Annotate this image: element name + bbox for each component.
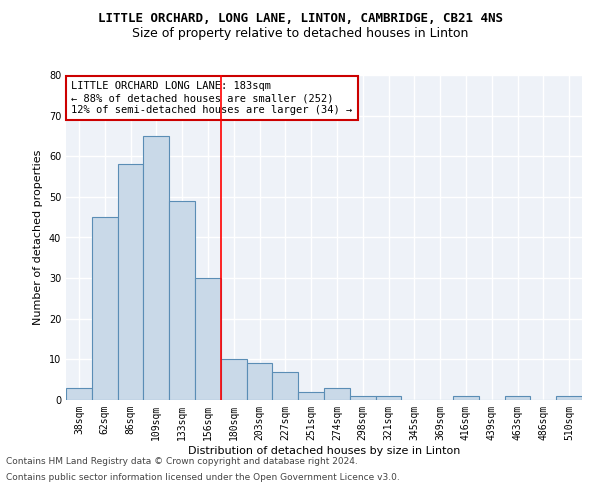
Text: Contains HM Land Registry data © Crown copyright and database right 2024.: Contains HM Land Registry data © Crown c… xyxy=(6,458,358,466)
Bar xyxy=(324,388,350,400)
Bar xyxy=(453,396,479,400)
Bar xyxy=(247,364,272,400)
Bar xyxy=(272,372,298,400)
X-axis label: Distribution of detached houses by size in Linton: Distribution of detached houses by size … xyxy=(188,446,460,456)
Bar xyxy=(66,388,92,400)
Bar xyxy=(92,217,118,400)
Bar xyxy=(143,136,169,400)
Bar xyxy=(556,396,582,400)
Bar xyxy=(195,278,221,400)
Text: Size of property relative to detached houses in Linton: Size of property relative to detached ho… xyxy=(132,28,468,40)
Bar xyxy=(505,396,530,400)
Bar xyxy=(118,164,143,400)
Bar xyxy=(298,392,324,400)
Text: LITTLE ORCHARD LONG LANE: 183sqm
← 88% of detached houses are smaller (252)
12% : LITTLE ORCHARD LONG LANE: 183sqm ← 88% o… xyxy=(71,82,352,114)
Text: Contains public sector information licensed under the Open Government Licence v3: Contains public sector information licen… xyxy=(6,472,400,482)
Bar xyxy=(350,396,376,400)
Y-axis label: Number of detached properties: Number of detached properties xyxy=(33,150,43,325)
Bar xyxy=(376,396,401,400)
Text: LITTLE ORCHARD, LONG LANE, LINTON, CAMBRIDGE, CB21 4NS: LITTLE ORCHARD, LONG LANE, LINTON, CAMBR… xyxy=(97,12,503,26)
Bar xyxy=(169,201,195,400)
Bar xyxy=(221,360,247,400)
